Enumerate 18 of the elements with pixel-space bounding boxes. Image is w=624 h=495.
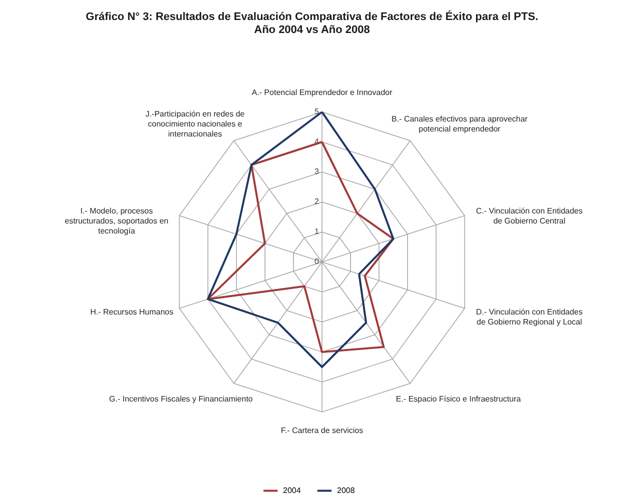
spoke-label: D.- Vinculación con Entidades de Gobierno Regional y Local — [476, 308, 583, 327]
spoke-label: F.- Cartera de servicios — [280, 426, 364, 435]
y-tick-label: 1 — [314, 227, 320, 236]
y-tick-label: 2 — [314, 197, 320, 206]
spoke-label: B.- Canales efectivos para aprovechar potencial emprendedor — [392, 114, 528, 134]
spoke-label: J.-Participación en redes de conocimiento nacionales e internacionales — [145, 109, 246, 138]
spoke-label: A.- Potencial Emprendedor e Innovador — [252, 88, 393, 97]
spoke-label: C.- Vinculación con Entidades de Gobierno Central — [476, 206, 583, 226]
spoke-label: I.- Modelo, procesos estructurados, soportados en tecnología — [64, 206, 168, 236]
chart-title: Gráfico N° 3: Resultados de Evaluación Comparativa de Factores de Éxito para el PTS. Año 2004 vs Año 2008 — [86, 10, 538, 36]
spoke-label: H.- Recursos Humanos — [90, 308, 174, 317]
spoke-label: G.- Incentivos Fiscales y Financiamiento — [109, 394, 254, 404]
y-tick-label: 3 — [314, 167, 320, 176]
legend-label: 2008 — [337, 486, 356, 495]
y-tick-label: 0 — [314, 257, 320, 266]
y-tick-label: 5 — [314, 107, 320, 116]
spoke-label: E.- Espacio Físico e Infraestructura — [396, 394, 522, 404]
legend-label: 2004 — [283, 486, 302, 495]
